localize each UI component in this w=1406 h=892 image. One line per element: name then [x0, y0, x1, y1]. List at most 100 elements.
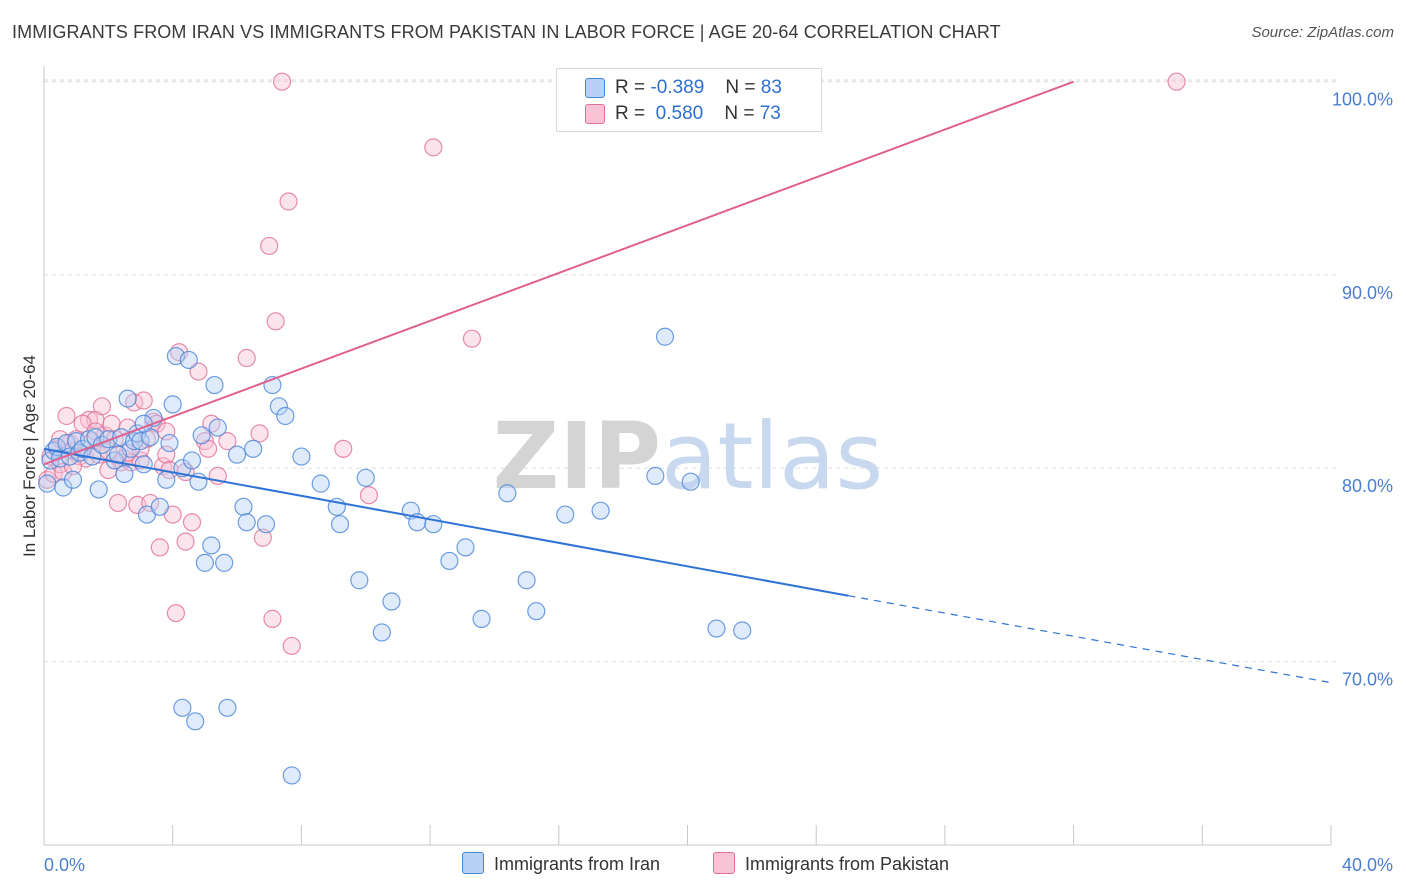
pakistan-point	[250, 424, 269, 443]
iran-point	[456, 538, 475, 557]
iran-point	[372, 623, 391, 642]
iran-point	[276, 406, 295, 426]
pakistan-point	[282, 636, 301, 656]
pakistan-point	[57, 406, 76, 426]
iran-point	[208, 418, 227, 437]
pakistan-r-label: R =	[615, 103, 646, 124]
iran-point	[73, 439, 92, 458]
iran-n-value: 83	[760, 77, 782, 98]
pakistan-swatch	[585, 104, 605, 124]
iran-point	[202, 536, 221, 555]
iran-r-label: R =	[615, 77, 646, 98]
pakistan-point	[266, 312, 285, 331]
pakistan-n-value: 73	[759, 103, 781, 124]
iran-legend-swatch	[462, 852, 484, 874]
watermark: ZIPatlas	[493, 403, 884, 510]
trend-lines	[43, 80, 1332, 684]
y-tick-label: 80.0%	[1342, 476, 1393, 496]
pakistan-point	[272, 72, 292, 91]
pakistan-point	[92, 397, 112, 416]
x-tick-label-min: 0.0%	[44, 855, 85, 875]
pakistan-point	[189, 362, 208, 381]
y-tick-label: 100.0%	[1332, 90, 1393, 110]
pakistan-point	[263, 609, 282, 628]
iran-point	[163, 395, 182, 414]
y-axis-label: In Labor Force | Age 20-64	[20, 355, 39, 557]
iran-point	[195, 553, 214, 572]
pakistan-point	[157, 445, 176, 464]
iran-point	[527, 602, 546, 621]
iran-point	[517, 571, 536, 590]
iran-point	[655, 327, 675, 346]
legend-item-iran: Immigrants from Iran	[462, 852, 660, 875]
pakistan-point	[218, 432, 237, 451]
iran-r-value: -0.389	[650, 77, 705, 98]
iran-n-label: N =	[725, 77, 756, 98]
iran-point	[173, 698, 192, 717]
y-tick-label: 70.0%	[1342, 669, 1393, 689]
iran-point	[311, 474, 330, 493]
iran-point	[205, 375, 224, 395]
iran-point	[440, 551, 459, 571]
pakistan-r-value: 0.580	[655, 103, 704, 124]
iran-point	[54, 478, 73, 497]
iran-point	[269, 397, 288, 416]
pakistan-point	[182, 513, 202, 532]
iran-point	[350, 571, 369, 590]
pakistan-n-label: N =	[724, 103, 755, 124]
iran-point	[38, 474, 57, 493]
iran-point	[237, 513, 256, 532]
pakistan-point	[334, 439, 353, 458]
iran-point	[182, 451, 202, 470]
iran-point	[256, 515, 276, 534]
legend-row-iran: R = -0.389 N = 83	[557, 75, 821, 101]
iran-point	[227, 445, 247, 464]
pakistan-point	[176, 532, 195, 551]
iran-point	[556, 505, 575, 524]
iran-point	[330, 515, 350, 534]
iran-point	[707, 619, 726, 638]
iran-point	[472, 609, 491, 628]
pakistan-legend-swatch	[713, 852, 735, 874]
iran-point	[179, 350, 198, 370]
y-tick-label: 90.0%	[1342, 283, 1393, 303]
pakistan-point	[134, 391, 153, 410]
chart-title: IMMIGRANTS FROM IRAN VS IMMIGRANTS FROM …	[12, 22, 1001, 42]
iran-point	[115, 464, 134, 484]
y-tick-labels: 70.0% 80.0% 90.0% 100.0%	[1332, 90, 1393, 690]
pakistan-point	[279, 192, 298, 211]
iran-point	[131, 432, 150, 451]
legend-row-pakistan: R = 0.580 N = 73	[557, 101, 821, 127]
pakistan-point	[54, 462, 73, 482]
iran-trend-line	[43, 447, 849, 597]
iran-point	[292, 447, 311, 466]
pakistan-point	[1167, 72, 1186, 91]
pakistan-point	[141, 493, 160, 513]
correlation-legend: R = -0.389 N = 83 R = 0.580 N = 73	[556, 68, 822, 132]
iran-point	[63, 470, 83, 489]
pakistan-point	[108, 493, 128, 513]
iran-point	[150, 497, 169, 516]
iran-swatch	[585, 78, 605, 98]
iran-point	[244, 439, 263, 458]
pakistan-point	[253, 528, 272, 547]
iran-point	[186, 712, 205, 731]
iran-point	[160, 433, 179, 453]
x-tick-labels: 0.0% 40.0%	[44, 855, 1393, 875]
source-label: Source: ZipAtlas.com	[1251, 24, 1394, 41]
legend-item-pakistan: Immigrants from Pakistan	[713, 852, 949, 875]
iran-point	[134, 455, 153, 474]
iran-point	[646, 466, 665, 485]
iran-point	[382, 592, 401, 611]
iran-point	[356, 468, 375, 487]
x-tick-label-max: 40.0%	[1342, 855, 1393, 875]
iran-legend-label: Immigrants from Iran	[494, 854, 661, 874]
series-iran-points	[38, 327, 752, 785]
iran-point	[89, 480, 108, 499]
iran-point	[681, 472, 700, 491]
iran-trend-extension	[848, 595, 1332, 684]
iran-point	[234, 497, 253, 516]
pakistan-point	[260, 236, 279, 256]
iran-point	[157, 470, 176, 489]
